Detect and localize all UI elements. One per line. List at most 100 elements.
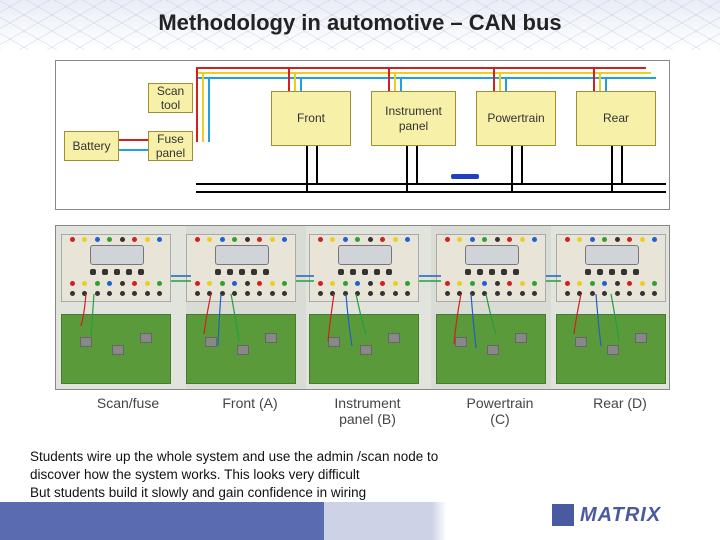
node-fuse-panel: Fuse panel xyxy=(148,131,193,161)
hw-board xyxy=(436,234,546,302)
rail-red-v xyxy=(493,67,495,93)
rail-yel-v xyxy=(499,72,501,93)
body-paragraph-2: But students build it slowly and gain co… xyxy=(30,484,480,502)
hw-label: Rear (D) xyxy=(575,395,665,411)
port-strip xyxy=(66,281,166,289)
hw-module-front-a xyxy=(186,234,296,384)
button-row xyxy=(90,269,144,277)
batt-wire xyxy=(119,139,149,141)
chip-icon xyxy=(112,345,124,355)
button-row xyxy=(215,269,269,277)
bus-drop xyxy=(306,146,308,193)
chip-icon xyxy=(140,333,152,343)
button-row xyxy=(338,269,392,277)
chip-icon xyxy=(515,333,527,343)
port-strip xyxy=(66,291,166,299)
bus-drop xyxy=(521,146,523,185)
logo-square-icon xyxy=(552,504,574,526)
batt-wire xyxy=(119,149,149,151)
chip-icon xyxy=(575,337,587,347)
lcd-display xyxy=(465,245,519,265)
node-instrument: Instrument panel xyxy=(371,91,456,146)
node-rear: Rear xyxy=(576,91,656,146)
fuse-rail xyxy=(202,72,204,142)
chip-icon xyxy=(265,333,277,343)
chip-icon xyxy=(205,337,217,347)
hw-label: Instrumentpanel (B) xyxy=(310,395,425,427)
matrix-logo: MATRIX xyxy=(552,498,702,532)
port-strip xyxy=(191,281,291,289)
fuse-rail xyxy=(208,77,210,142)
chip-icon xyxy=(388,333,400,343)
chip-icon xyxy=(237,345,249,355)
can-bus-upper xyxy=(196,191,666,193)
hw-pcb xyxy=(309,314,419,384)
port-strip xyxy=(191,291,291,299)
hw-pcb xyxy=(436,314,546,384)
slide-title: Methodology in automotive – CAN bus xyxy=(0,10,720,36)
chip-icon xyxy=(80,337,92,347)
hw-label: Front (A) xyxy=(205,395,295,411)
can-bus-lower xyxy=(196,183,666,185)
hardware-labels-row: Scan/fuse Front (A) Instrumentpanel (B) Pow… xyxy=(55,395,670,435)
slide-body-text: Students wire up the whole system and us… xyxy=(30,448,480,503)
chip-icon xyxy=(635,333,647,343)
port-strip xyxy=(441,237,541,245)
rail-red-v xyxy=(593,67,595,93)
hw-label: Powertrain(C) xyxy=(445,395,555,427)
rail-red-h xyxy=(196,67,646,69)
rail-yel-v xyxy=(394,72,396,93)
hw-board xyxy=(309,234,419,302)
rail-red-v xyxy=(388,67,390,93)
rail-blu-h xyxy=(196,77,656,79)
node-front: Front xyxy=(271,91,351,146)
hw-module-power-c xyxy=(436,234,546,384)
hw-board xyxy=(186,234,296,302)
body-paragraph-1: Students wire up the whole system and us… xyxy=(30,448,480,484)
hw-module-scan-fuse xyxy=(61,234,171,384)
button-row xyxy=(585,269,639,277)
port-strip xyxy=(191,237,291,245)
chip-icon xyxy=(328,337,340,347)
node-scan-tool: Scan tool xyxy=(148,83,193,113)
rail-red-v xyxy=(288,67,290,93)
chip-icon xyxy=(360,345,372,355)
port-strip xyxy=(561,281,661,289)
lcd-display xyxy=(90,245,144,265)
node-battery: Battery xyxy=(64,131,119,161)
hw-board xyxy=(556,234,666,302)
port-strip xyxy=(66,237,166,245)
hw-pcb xyxy=(556,314,666,384)
hardware-photo-panel xyxy=(55,225,670,390)
rail-yel-v xyxy=(294,72,296,93)
rail-yel-h xyxy=(196,72,651,74)
port-strip xyxy=(561,237,661,245)
lcd-display xyxy=(585,245,639,265)
hw-pcb xyxy=(186,314,296,384)
fuse-rail xyxy=(196,67,198,142)
hw-module-instr-b xyxy=(309,234,419,384)
bus-drop xyxy=(511,146,513,193)
node-powertrain: Powertrain xyxy=(476,91,556,146)
hw-module-rear-d xyxy=(556,234,666,384)
hw-pcb xyxy=(61,314,171,384)
port-strip xyxy=(314,281,414,289)
bus-drop xyxy=(611,146,613,193)
bus-terminator xyxy=(451,174,479,179)
chip-icon xyxy=(455,337,467,347)
bus-drop xyxy=(416,146,418,185)
port-strip xyxy=(441,281,541,289)
button-row xyxy=(465,269,519,277)
hw-label: Scan/fuse xyxy=(83,395,173,411)
rail-yel-v xyxy=(599,72,601,93)
hw-board xyxy=(61,234,171,302)
port-strip xyxy=(441,291,541,299)
port-strip xyxy=(314,291,414,299)
bus-drop xyxy=(406,146,408,193)
bus-drop xyxy=(316,146,318,185)
bus-drop xyxy=(621,146,623,185)
block-diagram-panel: Battery Scan tool Fuse panel Front Instrumen… xyxy=(55,60,670,210)
lcd-display xyxy=(215,245,269,265)
chip-icon xyxy=(607,345,619,355)
port-strip xyxy=(314,237,414,245)
